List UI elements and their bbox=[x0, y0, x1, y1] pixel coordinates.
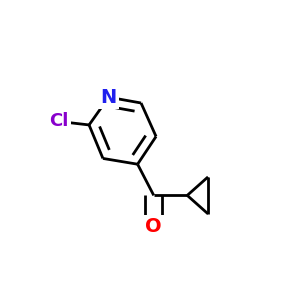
Text: O: O bbox=[146, 217, 162, 236]
Text: N: N bbox=[100, 88, 117, 107]
Text: Cl: Cl bbox=[50, 112, 69, 130]
